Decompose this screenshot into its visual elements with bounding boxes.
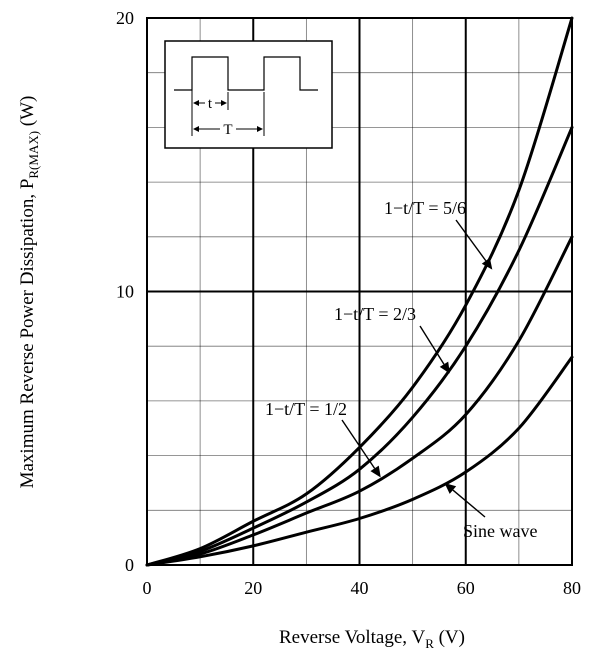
annotation-arrow-2 [341, 419, 376, 469]
annotation-arrowhead-1 [439, 361, 450, 374]
annotation-arrowhead-0 [481, 257, 493, 270]
square-wave [174, 56, 318, 91]
annotation-arrow-0 [455, 219, 487, 262]
series-line-2 [145, 235, 574, 567]
plot-frame [146, 17, 573, 566]
series-line-0 [145, 16, 574, 567]
series-lines [145, 16, 574, 567]
y-tick-label: 0 [125, 555, 134, 575]
annotations: 1−t/T = 5/6 1−t/T = 2/3 1−t/T = 1/2 Sine wa… [265, 198, 537, 541]
t-arrowhead-left [193, 100, 199, 106]
annotation-label-0: 1−t/T = 5/6 [384, 198, 466, 218]
x-tick-label: 20 [244, 578, 262, 598]
x-tick-label: 60 [457, 578, 475, 598]
annotation-label-3: Sine wave [463, 521, 537, 541]
inset-box [164, 40, 333, 149]
x-tick-label: 80 [563, 578, 581, 598]
T-arrowhead-right [257, 126, 263, 132]
annotation-arrow-3 [452, 489, 486, 518]
x-axis-label: Reverse Voltage, VR (V) [279, 627, 465, 651]
x-axis-label-main: Reverse Voltage, V [279, 627, 425, 648]
y-tick-label: 10 [116, 282, 134, 302]
x-axis-label-unit: (V) [434, 627, 465, 648]
annotation-arrowhead-2 [370, 465, 381, 478]
y-axis-label-unit: (W) [17, 96, 38, 131]
annotation-label-1: 1−t/T = 2/3 [334, 304, 416, 324]
y-axis-label-sub: R(MAX) [26, 131, 41, 179]
series-line-1 [145, 125, 574, 567]
inset-T-label: T [223, 122, 232, 138]
t-arrowhead-right [221, 100, 227, 106]
annotation-arrow-1 [419, 325, 445, 365]
annotation-label-2: 1−t/T = 1/2 [265, 399, 347, 419]
y-axis-label: Maximum Reverse Power Dissipation, PR(MA… [17, 96, 41, 489]
y-tick-label: 20 [116, 8, 134, 28]
x-tick-label: 0 [143, 578, 152, 598]
x-axis-label-sub: R [425, 636, 434, 651]
y-axis-label-main: Maximum Reverse Power Dissipation, P [17, 179, 38, 489]
T-arrowhead-left [193, 126, 199, 132]
waveform-inset: t T [164, 40, 333, 149]
inset-t-label: t [208, 96, 213, 112]
series-line-3 [145, 355, 574, 567]
tick-labels: 0 20 40 60 80 0 10 20 [116, 8, 581, 598]
x-tick-label: 40 [351, 578, 369, 598]
annotation-arrowhead-3 [444, 482, 457, 494]
